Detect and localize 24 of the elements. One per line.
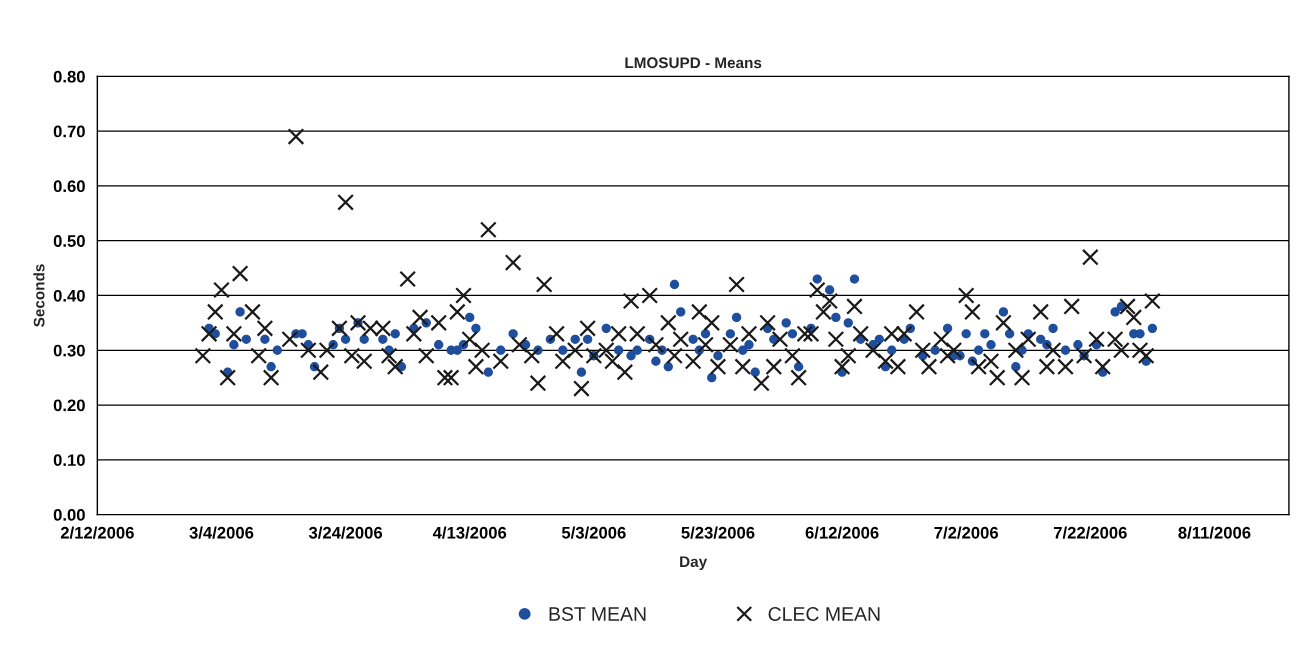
y-tick-label: 0.00 [53,509,85,521]
legend-label: CLEC MEAN [768,607,880,621]
x-axis-title: Day [680,556,708,571]
x-tick-label: 2/12/2006 [60,526,134,539]
x-tick-label: 7/2/2006 [934,526,999,539]
y-tick-label: 0.10 [53,454,85,467]
y-tick-label: 0.60 [53,180,85,193]
y-axis-title: Seconds [33,264,45,327]
legend-label: BST MEAN [549,607,646,621]
y-tick-label: 0.40 [53,289,85,302]
y-tick-label: 0.20 [53,399,85,412]
y-tick-label: 0.80 [53,70,85,83]
x-tick-label: 5/23/2006 [681,526,755,539]
x-tick-label: 6/12/2006 [805,526,879,539]
x-tick-label: 8/11/2006 [1178,526,1251,539]
x-tick-label: 7/22/2006 [1053,526,1127,539]
x-tick-label: 3/24/2006 [308,526,383,539]
y-tick-label: 0.70 [53,125,85,138]
chart-title: LMOSUPD - Means [625,57,762,69]
x-tick-label: 3/4/2006 [189,526,254,539]
x-tick-label: 4/13/2006 [432,526,507,539]
y-tick-label: 0.50 [53,235,85,247]
y-tick-label: 0.30 [53,344,85,357]
x-tick-label: 5/3/2006 [561,526,626,539]
